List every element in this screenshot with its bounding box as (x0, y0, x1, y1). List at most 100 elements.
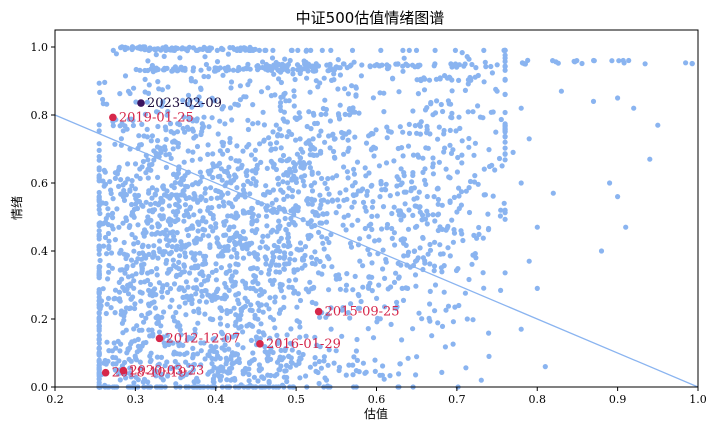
data-point (358, 298, 364, 305)
data-point (96, 122, 102, 128)
data-point (125, 161, 131, 167)
data-point (206, 171, 212, 177)
data-point (432, 47, 438, 54)
data-point (397, 208, 403, 214)
data-point (190, 149, 196, 155)
data-point (288, 47, 294, 54)
data-point (189, 336, 195, 342)
y-axis-ticks: 0.0 0.2 0.4 0.6 0.8 1.0 (31, 41, 55, 394)
data-point (179, 176, 185, 182)
data-point (151, 157, 157, 163)
data-point (272, 146, 279, 152)
data-point (246, 251, 252, 257)
data-point (360, 284, 366, 290)
data-point (102, 79, 108, 85)
data-point (364, 192, 370, 198)
data-point (377, 316, 383, 322)
data-point (382, 304, 388, 310)
data-point (199, 288, 205, 295)
data-point (148, 167, 154, 173)
data-point (445, 303, 452, 309)
data-point (240, 255, 247, 261)
x-tick-label: 0.4 (207, 393, 225, 406)
data-point (419, 316, 425, 322)
data-point (311, 112, 317, 118)
data-point (286, 98, 292, 104)
data-point (309, 171, 315, 177)
data-point (297, 240, 304, 246)
data-point (354, 336, 360, 343)
data-point (96, 147, 102, 153)
data-point (280, 189, 286, 195)
data-point (96, 315, 102, 321)
data-point (222, 292, 228, 298)
data-point (447, 75, 453, 81)
data-point (312, 180, 318, 186)
data-point (160, 249, 167, 255)
data-point (107, 179, 113, 185)
data-point (164, 112, 170, 118)
data-point (493, 129, 499, 135)
data-point (326, 287, 332, 293)
data-point (317, 80, 323, 86)
data-point (190, 367, 196, 373)
data-point (488, 63, 494, 70)
data-point (162, 363, 168, 369)
data-point (105, 206, 111, 212)
data-point (383, 256, 389, 263)
data-point (276, 218, 282, 224)
data-point (240, 329, 246, 335)
data-point (96, 80, 102, 86)
data-point (328, 305, 334, 311)
data-point (253, 182, 259, 188)
data-point (498, 287, 504, 293)
data-point (243, 94, 249, 100)
data-point (218, 265, 224, 271)
data-point (340, 222, 346, 228)
data-point (225, 147, 231, 154)
data-point (480, 235, 486, 241)
data-point (176, 304, 182, 310)
data-point (498, 116, 504, 123)
data-point (146, 287, 152, 293)
data-point (478, 377, 484, 383)
data-point (462, 87, 468, 93)
data-point (159, 289, 165, 295)
data-point (342, 111, 348, 117)
data-point (297, 155, 304, 161)
data-point (140, 250, 146, 256)
data-point (442, 344, 448, 350)
data-point (157, 231, 163, 237)
data-point (177, 180, 183, 186)
data-point (187, 97, 193, 103)
data-point (210, 174, 216, 181)
data-point (225, 243, 231, 249)
data-point (242, 236, 248, 242)
data-point (191, 212, 197, 218)
data-point (405, 355, 411, 361)
data-point (303, 333, 309, 339)
data-point (213, 277, 219, 283)
data-points (96, 44, 695, 390)
data-point (118, 136, 124, 142)
data-point (357, 236, 363, 242)
data-point (133, 99, 139, 105)
data-point (228, 213, 234, 219)
data-point (291, 175, 297, 181)
data-point (245, 126, 251, 133)
data-point (347, 106, 353, 112)
data-point (208, 185, 214, 191)
data-point (434, 186, 440, 192)
annotation-label: 2020-03-23 (129, 364, 204, 379)
data-point (251, 250, 257, 256)
data-point (227, 135, 233, 142)
y-tick-label: 0.2 (31, 313, 49, 326)
data-point (377, 63, 383, 69)
data-point (317, 258, 323, 265)
data-point (276, 61, 282, 68)
data-point (301, 257, 307, 263)
data-point (263, 213, 270, 219)
data-point (341, 151, 347, 157)
data-point (448, 114, 454, 120)
data-point (328, 231, 334, 238)
